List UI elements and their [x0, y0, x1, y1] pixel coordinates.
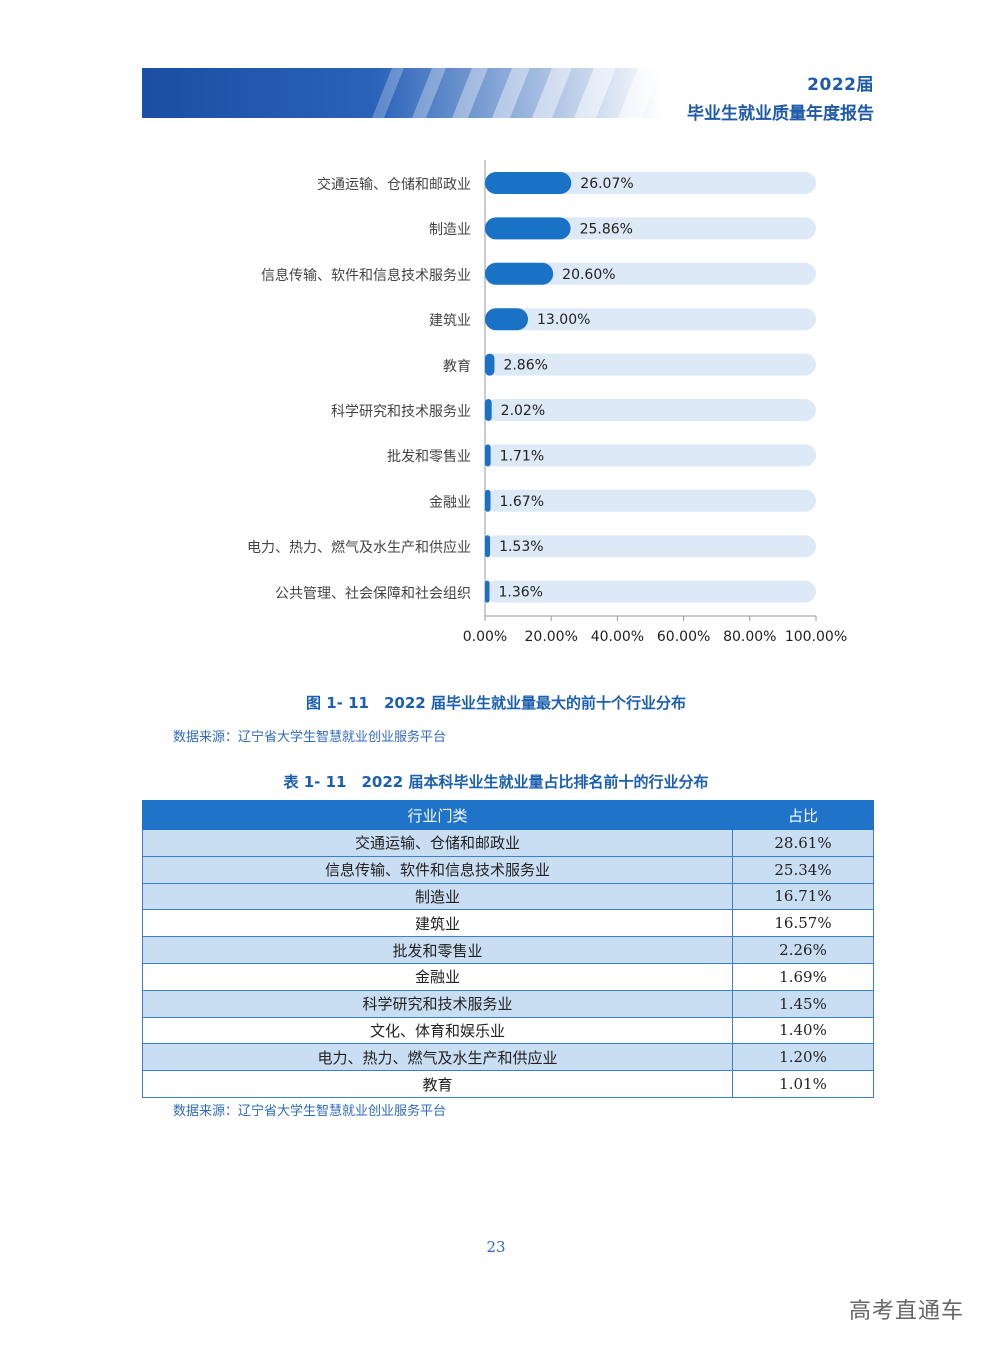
bar — [485, 217, 571, 240]
header-title: 2022届 毕业生就业质量年度报告 — [687, 70, 874, 124]
category-label: 建筑业 — [429, 313, 471, 330]
bar — [485, 353, 495, 376]
page-number: 23 — [486, 1238, 506, 1256]
bar — [485, 535, 491, 558]
x-tick-label: 20.00% — [525, 629, 578, 645]
industry-table: 行业门类 占比 交通运输、仓储和邮政业 28.61% 信息传输、软件和信息技术服务… — [142, 800, 874, 1098]
bar-track — [485, 444, 816, 467]
bar-track — [485, 399, 816, 421]
bar-value-label: 1.67% — [500, 494, 544, 510]
bar-track — [485, 308, 816, 331]
header-industry: 行业门类 — [142, 800, 733, 830]
x-tick-label: 60.00% — [657, 629, 710, 645]
category-label: 批发和零售业 — [387, 449, 471, 466]
table-caption: 表 1- 11 2022 届本科毕业生就业量占比排名前十的行业分布 — [283, 773, 709, 791]
table-row: 电力、热力、燃气及水生产和供应业 1.20% — [142, 1043, 874, 1072]
bar — [485, 172, 572, 194]
share-cell: 1.01% — [732, 1070, 874, 1098]
table-row: 建筑业 16.57% — [142, 909, 874, 938]
industry-cell: 批发和零售业 — [142, 936, 733, 964]
category-label: 公共管理、社会保障和社会组织 — [275, 585, 471, 602]
table-row: 科学研究和技术服务业 1.45% — [142, 989, 874, 1018]
category-label: 信息传输、软件和信息技术服务业 — [261, 267, 471, 284]
bar-track — [485, 489, 816, 512]
table-row: 文化、体育和娱乐业 1.40% — [142, 1016, 874, 1045]
bar-track — [485, 353, 816, 376]
share-cell: 1.40% — [732, 1016, 874, 1045]
category-label: 教育 — [443, 358, 471, 375]
table-row: 制造业 16.71% — [142, 882, 874, 911]
share-cell: 1.69% — [732, 962, 874, 991]
share-cell: 1.20% — [732, 1043, 874, 1072]
table-row: 信息传输、软件和信息技术服务业 25.34% — [142, 855, 874, 884]
bar — [485, 308, 529, 331]
bar-value-label: 2.86% — [503, 358, 547, 374]
industry-cell: 金融业 — [142, 962, 733, 991]
bar-track — [485, 580, 816, 603]
share-cell: 16.57% — [732, 909, 874, 938]
table-row: 金融业 1.69% — [142, 962, 874, 991]
bar-value-label: 26.07% — [580, 176, 633, 192]
industry-cell: 电力、热力、燃气及水生产和供应业 — [142, 1043, 733, 1072]
category-label: 金融业 — [429, 494, 471, 511]
chart-canvas: 26.07% 25.86% 20.60% 13.00% 2.86% 2.02% 1.71% 1… — [463, 160, 847, 645]
bar-value-label: 2.02% — [501, 403, 545, 419]
figure-source: 数据来源：辽宁省大学生智慧就业创业服务平台 — [173, 730, 447, 745]
share-cell: 25.34% — [732, 855, 874, 884]
table-row: 批发和零售业 2.26% — [142, 936, 874, 964]
table-row: 交通运输、仓储和邮政业 28.61% — [142, 829, 874, 857]
table-row: 教育 1.01% — [142, 1070, 874, 1098]
bar — [485, 580, 490, 603]
report-year: 2022届 — [807, 75, 874, 95]
category-label: 交通运输、仓储和邮政业 — [317, 177, 471, 193]
industry-cell: 文化、体育和娱乐业 — [142, 1016, 733, 1045]
industry-cell: 科学研究和技术服务业 — [142, 989, 733, 1018]
x-tick-label: 0.00% — [463, 629, 507, 645]
share-cell: 16.71% — [732, 882, 874, 911]
bar-value-label: 1.53% — [499, 539, 543, 555]
industry-cell: 交通运输、仓储和邮政业 — [142, 829, 733, 857]
category-label: 制造业 — [429, 222, 471, 239]
share-cell: 2.26% — [732, 936, 874, 964]
share-cell: 1.45% — [732, 989, 874, 1018]
figure-caption: 图 1- 11 2022 届毕业生就业量最大的前十个行业分布 — [306, 694, 686, 712]
table-header-row: 行业门类 占比 — [142, 800, 874, 830]
x-tick-label: 80.00% — [723, 629, 776, 645]
bar — [485, 444, 491, 467]
industry-cell: 制造业 — [142, 882, 733, 911]
bar — [485, 489, 491, 512]
header-share: 占比 — [732, 800, 874, 830]
bar — [485, 399, 492, 421]
x-tick-label: 40.00% — [591, 629, 644, 645]
bar-track — [485, 262, 816, 285]
industry-cell: 建筑业 — [142, 909, 733, 938]
watermark-text: 高考直通车 — [848, 1299, 964, 1324]
bar-value-label: 20.60% — [562, 267, 615, 283]
bar-value-label: 25.86% — [580, 221, 633, 237]
bar — [485, 262, 554, 285]
category-label: 科学研究和技术服务业 — [331, 404, 471, 420]
industry-cell: 信息传输、软件和信息技术服务业 — [142, 855, 733, 884]
bar-track — [485, 535, 816, 558]
table-source: 数据来源：辽宁省大学生智慧就业创业服务平台 — [173, 1104, 447, 1119]
industry-cell: 教育 — [142, 1070, 733, 1098]
bar-value-label: 13.00% — [537, 312, 590, 328]
bar-value-label: 1.71% — [500, 448, 544, 464]
share-cell: 28.61% — [732, 829, 874, 857]
category-label: 电力、热力、燃气及水生产和供应业 — [247, 540, 471, 557]
header-banner — [142, 68, 662, 118]
report-title: 毕业生就业质量年度报告 — [687, 104, 874, 124]
bar-value-label: 1.36% — [499, 585, 543, 601]
industry-bar-chart: 交通运输、仓储和邮政业制造业信息传输、软件和信息技术服务业建筑业教育科学研究和技… — [0, 150, 992, 660]
x-tick-label: 100.00% — [785, 629, 847, 645]
